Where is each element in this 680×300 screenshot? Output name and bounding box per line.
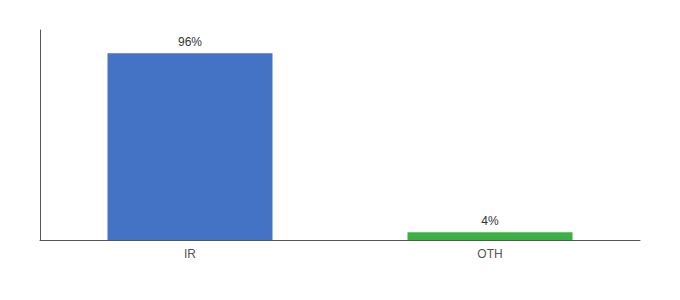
svg-text:96%: 96%	[178, 35, 202, 49]
svg-text:IR: IR	[184, 247, 196, 261]
svg-text:4%: 4%	[481, 214, 499, 228]
svg-text:OTH: OTH	[477, 247, 502, 261]
